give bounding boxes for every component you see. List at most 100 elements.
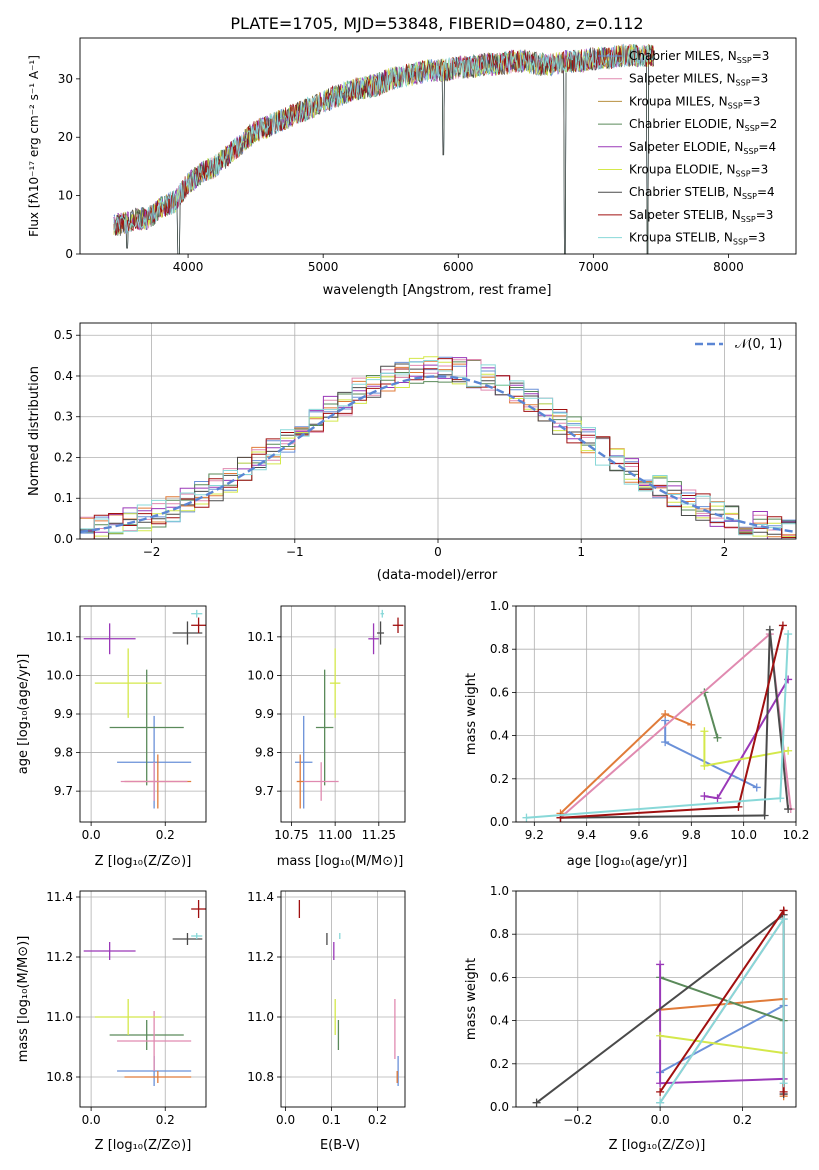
zage-ytick-label: 9.9 (54, 707, 73, 721)
zw-ylabel: mass weight (464, 958, 479, 1040)
zage-ytick-label: 9.8 (54, 746, 73, 760)
zmass-ytick-label: 10.8 (46, 1070, 73, 1084)
agew-point-marker (700, 727, 709, 736)
residuals-legend-label: 𝒩(0, 1) (735, 337, 782, 352)
ebvmass-xtick-label: 0.0 (276, 1113, 295, 1127)
zmass-ytick-label: 11.0 (46, 1010, 73, 1024)
residuals-ytick-label: 0.5 (54, 328, 73, 342)
ebvmass-ytick-label: 10.8 (247, 1070, 274, 1084)
ebvmass-xlabel: E(B-V) (320, 1138, 360, 1153)
zw-point-marker (656, 960, 665, 969)
agew-xlabel: age [log₁₀(age/yr)] (567, 854, 688, 869)
spectrum-xtick-label: 7000 (578, 260, 609, 274)
massage-xtick-label: 11.25 (362, 828, 396, 842)
spectrum-xtick-label: 4000 (173, 260, 204, 274)
zw-xtick-label: −0.2 (563, 1113, 592, 1127)
agew-xtick-label: 9.2 (525, 828, 544, 842)
zmass-xlabel: Z [log₁₀(Z/Z⊙)] (95, 1138, 192, 1153)
massage-frame (280, 605, 406, 823)
residuals-xtick-label: 1 (577, 545, 585, 559)
massage-ytick-label: 10.1 (247, 630, 274, 644)
agew-point-marker (760, 811, 769, 820)
residuals-xtick-label: 2 (721, 545, 729, 559)
agew-series-line (559, 712, 692, 815)
agew-xtick-label: 10.0 (730, 828, 757, 842)
spectrum-xtick-label: 5000 (308, 260, 339, 274)
zw-ytick-label: 0.6 (490, 970, 509, 984)
zw-xtick-label: 0.2 (733, 1113, 752, 1127)
spectrum-legend-label: Chabrier ELODIE, NSSP=2 (629, 117, 777, 133)
agew-ytick-label: 0.0 (490, 815, 509, 829)
spectrum-legend-label: Kroupa ELODIE, NSSP=3 (629, 163, 768, 179)
zw-point-marker (779, 1087, 788, 1096)
zage-xtick-label: 0.2 (156, 828, 175, 842)
agew-point-marker (661, 710, 670, 718)
agew-frame (515, 605, 797, 823)
spectrum-line (113, 43, 654, 236)
zw-xtick-label: 0.0 (651, 1113, 670, 1127)
agew-point-marker (765, 625, 774, 634)
ebvmass-ytick-label: 11.4 (247, 890, 274, 904)
spectrum-line (113, 45, 654, 236)
spectrum-legend-label: Kroupa MILES, NSSP=3 (629, 94, 760, 110)
zw-frame (515, 890, 797, 1108)
zmass-xtick-label: 0.0 (82, 1113, 101, 1127)
agew-xtick-label: 9.6 (629, 828, 648, 842)
spectrum-xlabel: wavelength [Angstrom, rest frame] (323, 283, 552, 298)
massage-xtick-label: 10.75 (274, 828, 308, 842)
residuals-histogram (80, 363, 796, 540)
agew-point-marker (784, 630, 793, 639)
zw-ytick-label: 0.8 (490, 927, 509, 941)
ebvmass-xtick-label: 0.1 (322, 1113, 341, 1127)
agew-point-marker (713, 794, 722, 803)
spectrum-legend-label: Salpeter MILES, NSSP=3 (629, 72, 768, 88)
zw-ytick-label: 0.0 (490, 1100, 509, 1114)
agew-ylabel: mass weight (464, 673, 479, 755)
residuals-histogram (80, 359, 796, 535)
residuals-ytick-label: 0.2 (54, 450, 73, 464)
agew-point-marker (776, 794, 785, 803)
ebvmass-xtick-label: 0.2 (368, 1113, 387, 1127)
massage-xlabel: mass [log₁₀(M/M⊙)] (277, 854, 404, 869)
zmass-xtick-label: 0.2 (156, 1113, 175, 1127)
residuals-xtick-label: −1 (286, 545, 304, 559)
residuals-histogram (80, 360, 796, 536)
normal-curve (79, 375, 797, 534)
agew-point-marker (687, 720, 696, 729)
spectrum-ytick-label: 30 (58, 72, 73, 86)
zmass-ytick-label: 11.2 (46, 950, 73, 964)
residuals-ylabel: Normed distribution (27, 366, 42, 496)
agew-point-marker (784, 746, 793, 755)
agew-point-marker (752, 783, 761, 792)
residuals-xtick-label: −2 (143, 545, 161, 559)
agew-series-line (703, 692, 719, 739)
spectrum-xtick-label: 8000 (713, 260, 744, 274)
massage-ytick-label: 9.7 (255, 784, 274, 798)
zmass-ytick-label: 11.4 (46, 890, 73, 904)
zw-point-marker (779, 915, 788, 924)
zw-point-marker (532, 1098, 541, 1107)
zmass-frame (79, 890, 207, 1108)
agew-point-marker (700, 792, 709, 801)
agew-xtick-label: 10.2 (783, 828, 810, 842)
spectrum-line (113, 45, 654, 235)
spectrum-legend-label: Chabrier STELIB, NSSP=4 (629, 185, 775, 201)
residuals-histogram (80, 357, 796, 540)
spectrum-line (113, 44, 654, 255)
spectrum-ytick-label: 0 (65, 247, 73, 261)
residuals-xlabel: (data-model)/error (377, 568, 498, 583)
zw-ytick-label: 0.2 (490, 1057, 509, 1071)
spectrum-legend-label: Chabrier MILES, NSSP=3 (629, 49, 769, 65)
massage-ytick-label: 9.8 (255, 746, 274, 760)
agew-xtick-label: 9.4 (577, 828, 596, 842)
agew-series-line (560, 629, 790, 819)
agew-point-marker (734, 802, 743, 811)
spectrum-ylabel: Flux [fλ10⁻¹⁷ erg cm⁻² s⁻¹ A⁻¹] (27, 55, 41, 237)
zw-point-marker (656, 1031, 665, 1040)
zage-ytick-label: 9.7 (54, 784, 73, 798)
spectrum-ytick-label: 10 (58, 189, 73, 203)
zage-xlabel: Z [log₁₀(Z/Z⊙)] (95, 854, 192, 869)
agew-ytick-label: 0.2 (490, 772, 509, 786)
massage-ytick-label: 9.9 (255, 707, 274, 721)
agew-point-marker (522, 813, 531, 822)
